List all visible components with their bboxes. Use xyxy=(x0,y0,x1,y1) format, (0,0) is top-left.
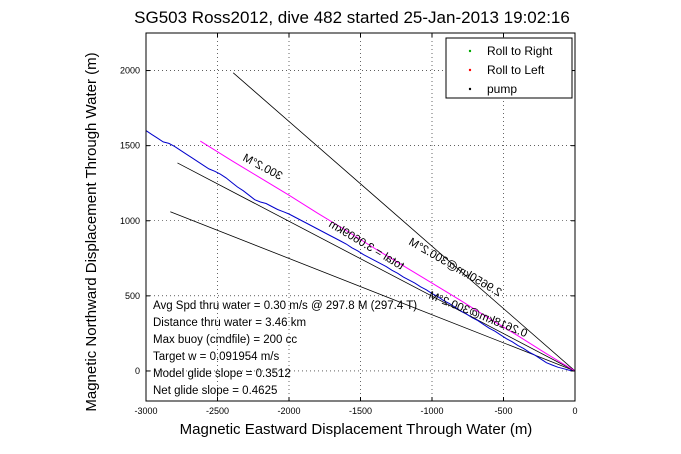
x-tick-label: -1000 xyxy=(420,406,443,416)
x-tick-label: -3000 xyxy=(134,406,157,416)
annotations: Avg Spd thru water = 0.30 m/s @ 297.8 M … xyxy=(153,300,417,397)
legend-marker xyxy=(468,49,472,53)
series-group xyxy=(145,130,576,372)
x-axis-ticks: -3000 -2500 -2000 -1500 -1000 -500 0 xyxy=(134,33,578,416)
y-tick-label: 500 xyxy=(125,291,140,301)
guide-line xyxy=(232,72,576,372)
y-axis-label: Magnetic Northward Displacement Through … xyxy=(83,52,100,411)
x-tick-label: -2000 xyxy=(277,406,300,416)
legend-marker xyxy=(468,68,472,72)
annotation-text: Model glide slope = 0.3512 xyxy=(153,368,291,380)
y-tick-label: 2000 xyxy=(120,66,140,76)
guide-line xyxy=(170,211,576,372)
x-tick-label: -500 xyxy=(494,406,512,416)
chart-title: SG503 Ross2012, dive 482 started 25-Jan-… xyxy=(134,8,570,27)
x-tick-label: 0 xyxy=(572,406,577,416)
annotation-text: Net glide slope = 0.4625 xyxy=(153,385,277,397)
y-tick-label: 0 xyxy=(135,366,140,376)
legend: Roll to Right Roll to Left pump xyxy=(445,37,573,99)
y-tick-label: 1000 xyxy=(120,216,140,226)
annotation-text: Distance thru water = 3.46 km xyxy=(153,317,306,329)
legend-label: pump xyxy=(487,82,517,96)
annotation-text: Avg Spd thru water = 0.30 m/s @ 297.8 M … xyxy=(153,300,417,312)
series-line xyxy=(145,130,576,372)
guide-lines xyxy=(170,72,576,372)
legend-marker xyxy=(468,87,472,91)
annotation-text: Max buoy (cmdfile) = 200 cc xyxy=(153,334,297,346)
y-tick-label: 1500 xyxy=(120,141,140,151)
annotation-text: Target w = 0.091954 m/s xyxy=(153,351,280,363)
x-tick-label: -2500 xyxy=(206,406,229,416)
legend-label: Roll to Left xyxy=(487,63,545,77)
series-line xyxy=(200,140,576,372)
x-tick-label: -1500 xyxy=(349,406,372,416)
legend-box xyxy=(445,37,573,99)
guide-line xyxy=(177,162,576,372)
x-axis-label: Magnetic Eastward Displacement Through W… xyxy=(180,421,533,438)
y-axis-ticks: 0 500 1000 1500 2000 xyxy=(120,66,575,376)
legend-label: Roll to Right xyxy=(487,44,553,58)
